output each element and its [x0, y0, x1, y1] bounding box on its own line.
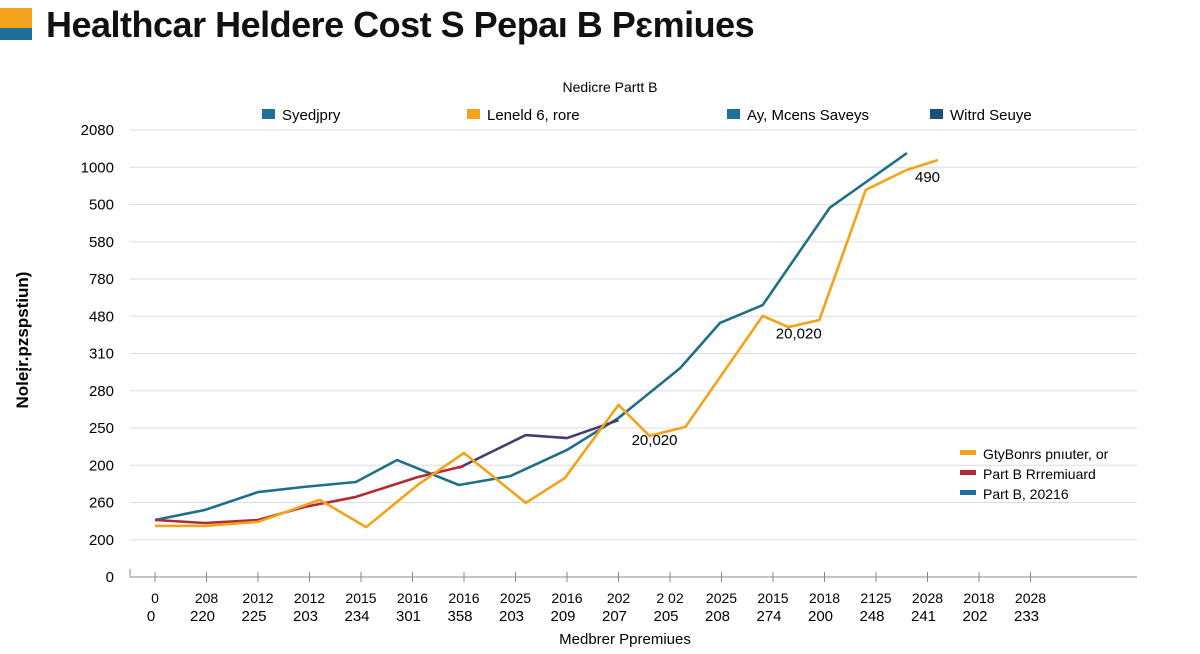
y-tick-label: 310 [89, 346, 114, 363]
legend-swatch [960, 470, 976, 475]
x-tick-label: 2016 [397, 590, 428, 606]
x-tick-label: 225 [241, 608, 266, 625]
x-tick-label: 202 [962, 608, 987, 625]
title-logo-icon [0, 8, 32, 40]
page-title: Healthcar Heldere Cost S Pepaı B Pɛmiues [46, 4, 755, 45]
chart-subtitle: Nedicre Partt B [563, 79, 658, 95]
x-tick-label: 358 [447, 608, 472, 625]
x-tick-label: 2012 [242, 590, 273, 606]
x-tick-label: 205 [653, 608, 678, 625]
x-tick-label: 209 [550, 608, 575, 625]
annotation: 20,020 [776, 326, 822, 343]
series-line-1 [458, 418, 619, 470]
y-tick-label: 280 [89, 383, 114, 400]
x-tick-label: 2015 [757, 590, 788, 606]
legend-label: Part B Rrremiuard [983, 466, 1096, 482]
x-tick-label: 2025 [706, 590, 737, 606]
x-tick-label: 233 [1014, 608, 1039, 625]
y-tick-label: 200 [89, 457, 114, 474]
x-tick-label: 203 [499, 608, 524, 625]
x-tick-label: 207 [602, 608, 627, 625]
x-tick-label: 208 [195, 590, 219, 606]
x-tick-label: 2018 [809, 590, 840, 606]
x-tick-label: 0 [147, 608, 155, 625]
y-tick-label: 500 [89, 197, 114, 214]
annotation: 20,020 [632, 432, 678, 449]
legend-swatch [960, 490, 976, 495]
x-tick-label: 200 [808, 608, 833, 625]
y-tick-label: 0 [106, 569, 114, 586]
x-tick-label: 0 [151, 590, 159, 606]
legend-swatch [467, 109, 480, 119]
x-tick-label: 203 [293, 608, 318, 625]
series-line-2 [154, 464, 465, 525]
x-tick-label: 274 [756, 608, 781, 625]
x-tick-label: 301 [396, 608, 421, 625]
x-axis-label: Medbrer Ppremiues [559, 631, 691, 648]
x-tick-label: 208 [705, 608, 730, 625]
x-tick-label: 2018 [963, 590, 994, 606]
legend-label: GtyBonrs pnıuter, or [983, 446, 1109, 462]
x-tick-label: 2 02 [656, 590, 683, 606]
x-tick-label: 2125 [860, 590, 891, 606]
legend-swatch [930, 109, 943, 119]
annotation: 490 [915, 169, 940, 186]
legend-label: Leneld 6, rore [487, 107, 580, 124]
legend-label: Syedjpry [282, 107, 341, 124]
y-tick-label: 260 [89, 495, 114, 512]
legend-label: Part B, 20216 [983, 486, 1069, 502]
y-tick-label: 780 [89, 271, 114, 288]
y-tick-label: 1000 [81, 159, 114, 176]
x-tick-label: 248 [859, 608, 884, 625]
legend-swatch [960, 450, 976, 455]
legend-swatch [262, 109, 275, 119]
y-tick-label: 250 [89, 420, 114, 437]
x-tick-label: 220 [190, 608, 215, 625]
x-tick-label: 234 [344, 608, 369, 625]
x-tick-label: 2016 [551, 590, 582, 606]
y-tick-label: 580 [89, 234, 114, 251]
legend-label: Witrd Seuye [950, 107, 1032, 124]
x-tick-label: 2025 [500, 590, 531, 606]
series-line-0 [154, 152, 908, 522]
x-tick-label: 2012 [294, 590, 325, 606]
x-tick-label: 2028 [1015, 590, 1046, 606]
y-axis-label: Noleįr.pzspstiun) [13, 272, 32, 409]
legend-label: Ay, Mcens Saveys [747, 107, 869, 124]
x-tick-label: 2028 [912, 590, 943, 606]
y-tick-label: 2080 [81, 122, 114, 139]
series-line-3 [155, 158, 939, 529]
x-tick-label: 2016 [448, 590, 479, 606]
x-tick-label: 202 [607, 590, 631, 606]
y-tick-label: 200 [89, 532, 114, 549]
x-tick-label: 2015 [345, 590, 376, 606]
y-tick-label: 480 [89, 308, 114, 325]
legend-swatch [727, 109, 740, 119]
x-tick-label: 241 [911, 608, 936, 625]
